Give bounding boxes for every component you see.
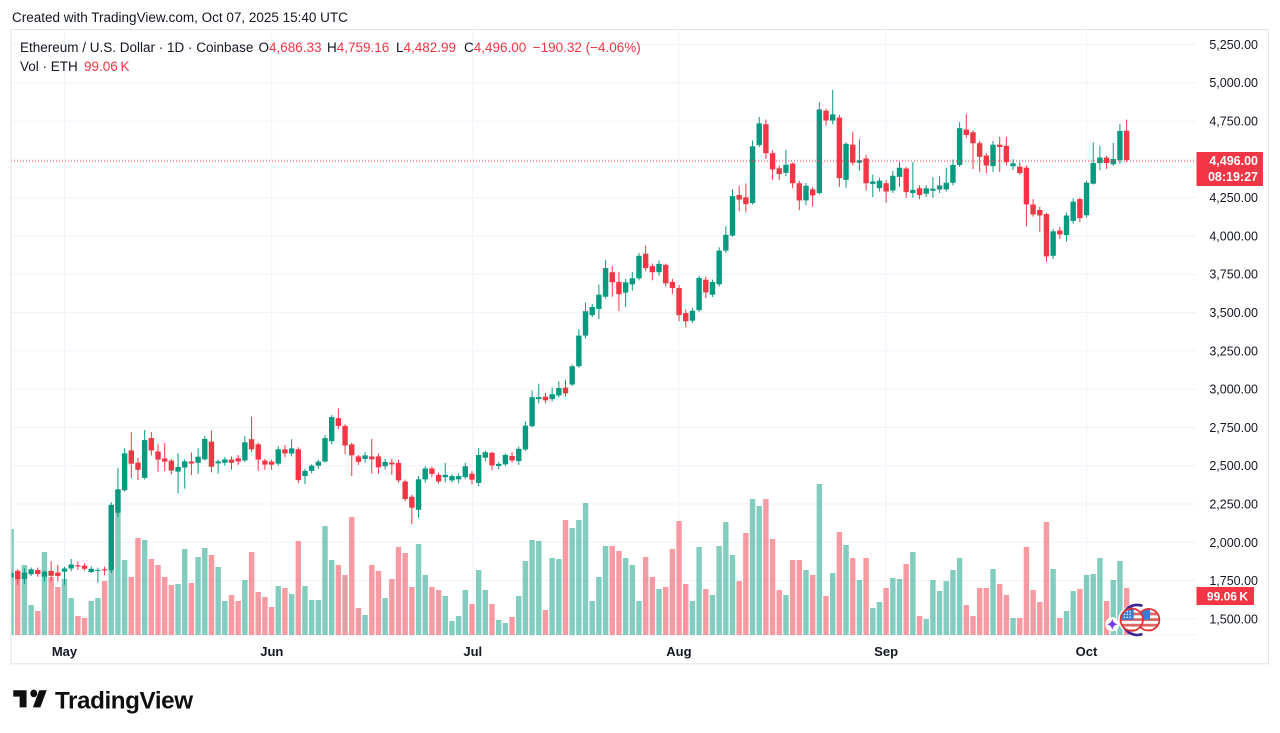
svg-text:4,750.00: 4,750.00 bbox=[1209, 115, 1258, 129]
svg-text:O4,686.33: O4,686.33 bbox=[259, 40, 322, 55]
svg-text:−190.32 (−4.06%): −190.32 (−4.06%) bbox=[533, 40, 641, 55]
svg-text:Ethereum / U.S. Dollar · 1D ·: Ethereum / U.S. Dollar · 1D · Coinbase bbox=[20, 40, 253, 55]
svg-text:08:19:27: 08:19:27 bbox=[1208, 170, 1258, 184]
svg-text:3,000.00: 3,000.00 bbox=[1209, 383, 1258, 397]
svg-text:1,500.00: 1,500.00 bbox=[1209, 612, 1258, 626]
svg-text:2,500.00: 2,500.00 bbox=[1209, 459, 1258, 473]
svg-text:2,750.00: 2,750.00 bbox=[1209, 421, 1258, 435]
svg-text:3,750.00: 3,750.00 bbox=[1209, 268, 1258, 282]
svg-text:3,250.00: 3,250.00 bbox=[1209, 344, 1258, 358]
svg-text:99.06 K: 99.06 K bbox=[84, 59, 130, 74]
svg-text:Jul: Jul bbox=[463, 644, 482, 659]
svg-text:99.06 K: 99.06 K bbox=[1207, 590, 1248, 604]
svg-text:Oct: Oct bbox=[1076, 644, 1098, 659]
svg-text:2,000.00: 2,000.00 bbox=[1209, 536, 1258, 550]
svg-text:Vol · ETH: Vol · ETH bbox=[20, 59, 78, 74]
svg-text:TradingView: TradingView bbox=[55, 688, 193, 715]
svg-text:C4,496.00: C4,496.00 bbox=[464, 40, 526, 55]
svg-text:4,250.00: 4,250.00 bbox=[1209, 191, 1258, 205]
svg-text:5,000.00: 5,000.00 bbox=[1209, 76, 1258, 90]
svg-text:Sep: Sep bbox=[874, 644, 898, 659]
svg-text:Created with TradingView.com,: Created with TradingView.com, Oct 07, 20… bbox=[12, 10, 348, 25]
svg-text:L4,482.99: L4,482.99 bbox=[396, 40, 456, 55]
svg-text:1,750.00: 1,750.00 bbox=[1209, 574, 1258, 588]
svg-text:5,250.00: 5,250.00 bbox=[1209, 38, 1258, 52]
svg-text:Jun: Jun bbox=[260, 644, 283, 659]
svg-text:H4,759.16: H4,759.16 bbox=[327, 40, 389, 55]
svg-text:3,500.00: 3,500.00 bbox=[1209, 306, 1258, 320]
svg-text:May: May bbox=[52, 644, 78, 659]
svg-text:2,250.00: 2,250.00 bbox=[1209, 498, 1258, 512]
svg-text:4,496.00: 4,496.00 bbox=[1209, 154, 1258, 168]
svg-text:4,000.00: 4,000.00 bbox=[1209, 229, 1258, 243]
svg-text:Aug: Aug bbox=[666, 644, 691, 659]
